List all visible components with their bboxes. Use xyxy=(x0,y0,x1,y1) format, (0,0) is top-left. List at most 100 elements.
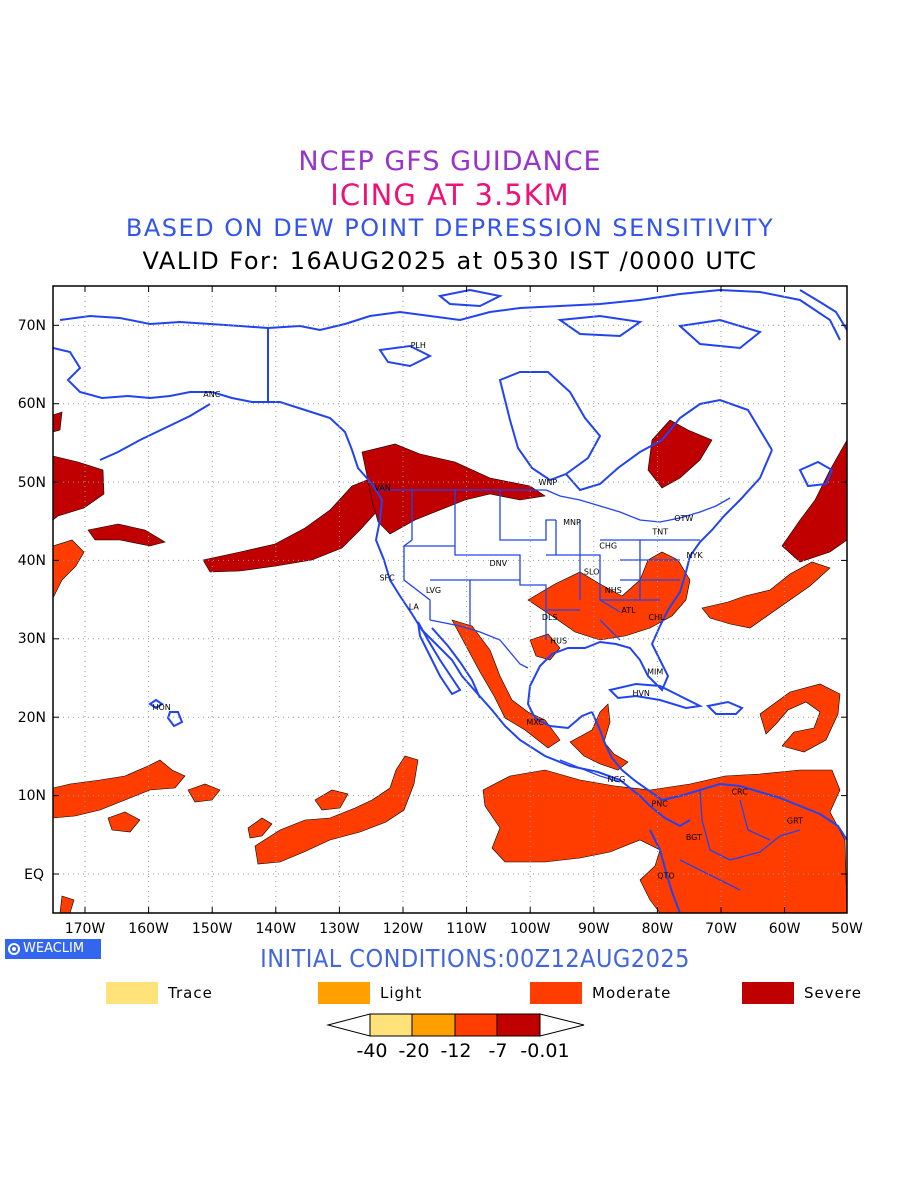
lat-label: 30N xyxy=(18,631,46,647)
legend-swatch-trace xyxy=(106,982,158,1004)
moderate-icing-area xyxy=(701,561,831,629)
legend-label: Severe xyxy=(804,984,862,1002)
lon-label: 100W xyxy=(510,921,551,937)
station-label-nyk: NYK xyxy=(686,551,703,560)
moderate-icing-area xyxy=(482,769,847,913)
station-label-hus: HUS xyxy=(550,636,567,645)
severe-icing-area xyxy=(53,455,105,521)
moderate-icing-area xyxy=(53,759,186,819)
station-label-van: VAN xyxy=(374,483,390,492)
weaclim-logo-icon xyxy=(8,943,20,955)
moderate-icing-area xyxy=(187,783,221,803)
moderate-icing-area xyxy=(569,703,629,771)
lat-label: 10N xyxy=(18,788,46,804)
legend-item-moderate: Moderate xyxy=(530,982,671,1004)
lat-label: 70N xyxy=(18,318,46,334)
icing-areas xyxy=(53,411,847,913)
colorbar-tick: -7 xyxy=(489,1040,508,1062)
station-label-mim: MIM xyxy=(647,668,663,677)
station-label-dnv: DNV xyxy=(489,559,507,568)
moderate-icing-area xyxy=(59,895,75,913)
legend-label: Trace xyxy=(168,984,213,1002)
political-borders xyxy=(380,489,801,891)
station-label-bgt: BGT xyxy=(686,833,702,842)
colorbar: -40 -20 -12 -7 -0.01 xyxy=(326,1013,585,1062)
station-label-crc: CRC xyxy=(731,788,748,797)
lon-label: 130W xyxy=(319,921,360,937)
legend-item-light: Light xyxy=(318,982,422,1004)
lon-label: 90W xyxy=(578,921,610,937)
colorbar-left-arrow xyxy=(326,1013,371,1037)
moderate-icing-area xyxy=(53,539,85,599)
colorbar-tick: -0.01 xyxy=(520,1040,569,1062)
moderate-icing-area xyxy=(107,811,141,833)
moderate-icing-area xyxy=(314,789,349,811)
lon-label: 110W xyxy=(446,921,487,937)
station-label-la: LA xyxy=(409,603,420,612)
legend-label: Moderate xyxy=(592,984,672,1002)
axis-ticks xyxy=(53,286,847,913)
station-label-wnp: WNP xyxy=(538,478,557,487)
legend-item-severe: Severe xyxy=(742,982,862,1004)
severe-icing-area xyxy=(87,523,166,547)
lon-label: 170W xyxy=(65,921,106,937)
severe-icing-area xyxy=(53,411,63,433)
station-label-hvn: HVN xyxy=(632,689,649,698)
lat-label: EQ xyxy=(24,867,44,883)
legend-swatch-severe xyxy=(742,982,794,1004)
lat-label: 60N xyxy=(18,396,46,412)
header-line-2: ICING AT 3.5KM xyxy=(330,178,570,212)
lat-label: 50N xyxy=(18,475,46,491)
station-label-otw: OTW xyxy=(674,514,693,523)
station-label-atl: ATL xyxy=(621,606,636,615)
colorbar-light xyxy=(411,1013,456,1037)
colorbar-severe xyxy=(496,1013,541,1037)
lon-label: 120W xyxy=(383,921,424,937)
station-label-mxc: MXC xyxy=(526,718,544,727)
severe-icing-area xyxy=(361,443,546,535)
colorbar-tick: -20 xyxy=(398,1040,429,1062)
station-label-sfc: SFC xyxy=(379,574,395,583)
station-label-ncg: NCG xyxy=(608,775,626,784)
station-label-hon: HON xyxy=(152,703,170,712)
lat-label: 40N xyxy=(18,553,46,569)
moderate-icing-area xyxy=(527,551,691,641)
coastlines xyxy=(53,288,847,913)
severe-icing-area xyxy=(647,419,713,489)
badge-label: WEACLIM xyxy=(23,941,85,956)
station-label-chl: CHL xyxy=(648,613,665,622)
header-line-1: NCEP GFS GUIDANCE xyxy=(298,146,602,177)
lon-label: 70W xyxy=(705,921,737,937)
station-label-dls: DLS xyxy=(542,613,558,622)
map-frame xyxy=(52,285,848,914)
station-label-tnt: TNT xyxy=(651,527,668,536)
header-valid-time: VALID For: 16AUG2025 at 0530 IST /0000 U… xyxy=(142,247,758,275)
station-label-lvg: LVG xyxy=(426,586,441,595)
station-label-grt: GRT xyxy=(787,817,803,826)
header-line-3: BASED ON DEW POINT DEPRESSION SENSITIVIT… xyxy=(125,214,775,242)
colorbar-right-arrow xyxy=(539,1013,585,1037)
lon-label: 50W xyxy=(831,921,863,937)
station-label-chg: CHG xyxy=(599,542,617,551)
legend-item-trace: Trace xyxy=(106,982,213,1004)
lon-label: 160W xyxy=(128,921,169,937)
lat-label: 20N xyxy=(18,710,46,726)
station-label-anc: ANC xyxy=(203,390,220,399)
station-label-mnp: MNP xyxy=(563,518,581,527)
station-label-plh: PLH xyxy=(411,341,426,350)
initial-conditions: INITIAL CONDITIONS:00Z12AUG2025 xyxy=(260,944,690,973)
colorbar-moderate xyxy=(454,1013,498,1037)
lon-label: 60W xyxy=(769,921,801,937)
station-label-qto: QTO xyxy=(657,872,674,881)
moderate-icing-area xyxy=(254,755,419,865)
moderate-icing-area xyxy=(247,817,273,839)
station-labels: ANC PLH VAN WNP MNP OTW TNT NYK CHG SLO DNV SFC LVG L… xyxy=(152,341,803,881)
weaclim-badge: WEACLIM xyxy=(5,939,101,959)
moderate-icing-area xyxy=(759,683,841,753)
station-label-pnc: PNC xyxy=(651,799,668,808)
legend-swatch-moderate xyxy=(530,982,582,1004)
legend-label: Light xyxy=(380,984,423,1002)
severe-icing-area xyxy=(781,439,847,563)
lon-label: 140W xyxy=(256,921,297,937)
